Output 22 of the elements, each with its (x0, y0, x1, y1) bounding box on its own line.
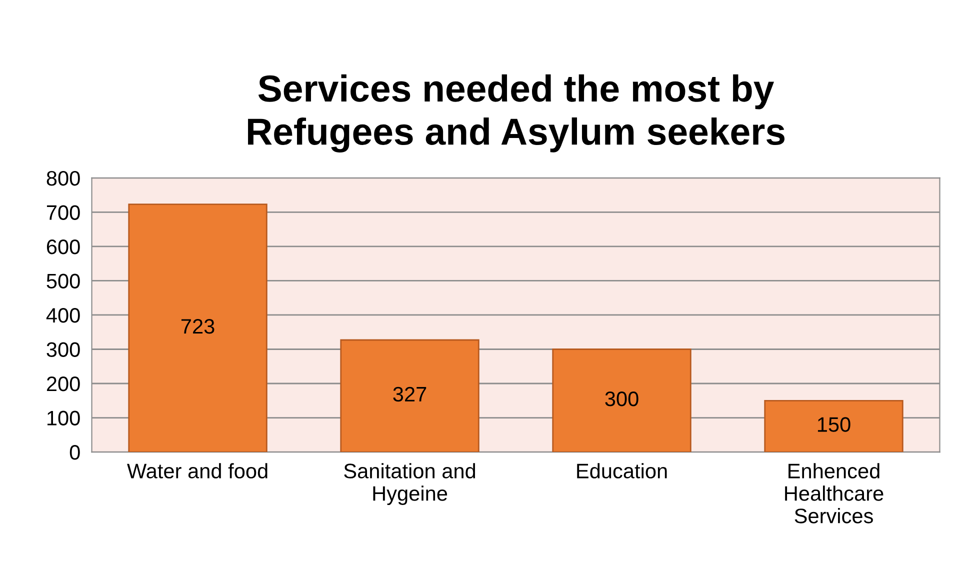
x-tick-label: Water and food (127, 463, 268, 478)
y-tick-label: 200 (46, 376, 80, 392)
data-label: 723 (181, 319, 214, 334)
y-tick-label: 400 (46, 308, 80, 323)
chart-title: Services needed the most by Refugees and Asylum seekers (248, 74, 784, 153)
y-tick-label: 700 (46, 205, 80, 220)
x-tick-label: Sanitation and Hygeine (344, 463, 476, 505)
y-tick-label: 300 (46, 342, 80, 357)
bar (128, 204, 268, 452)
y-tick-label: 100 (48, 410, 80, 426)
y-tick-label: 500 (46, 274, 80, 288)
y-tick-label: 800 (46, 170, 80, 186)
y-tick-label: 600 (46, 239, 80, 254)
y-tick-label: 0 (70, 445, 80, 460)
data-label: 300 (605, 391, 638, 406)
data-label: 150 (818, 417, 850, 432)
bar (340, 339, 480, 452)
bar (552, 348, 692, 452)
x-tick-label: Enhenced Healthcare Services (785, 463, 884, 524)
x-tick-label: Education (577, 463, 667, 478)
bar (764, 400, 904, 452)
data-label: 327 (393, 386, 426, 402)
